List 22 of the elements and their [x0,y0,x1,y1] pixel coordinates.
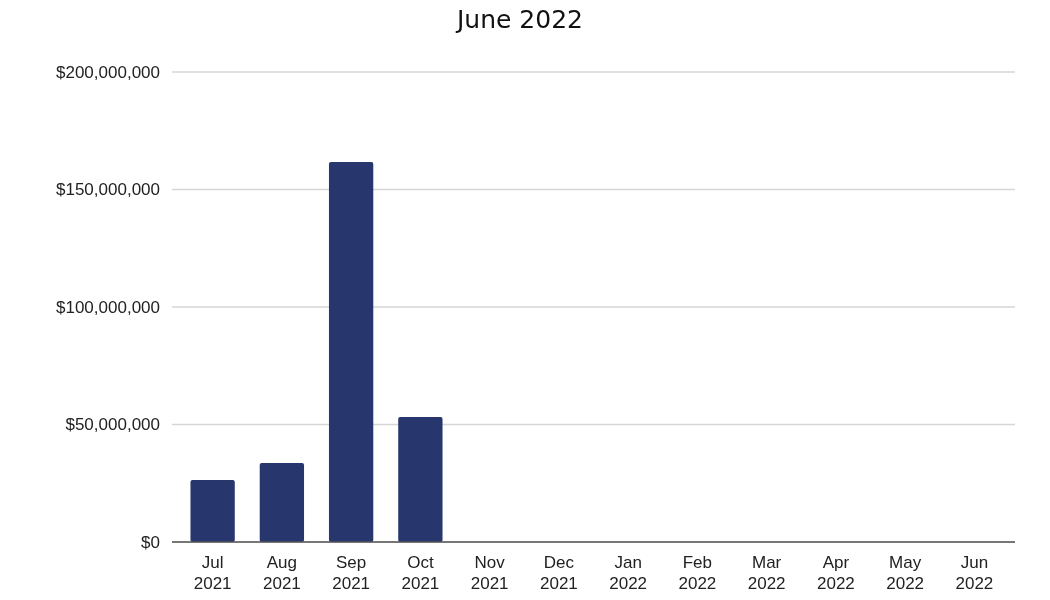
x-tick-label: Apr 2022 [816,553,855,594]
y-tick-label: $100,000,000 [56,297,160,317]
x-tick-label: Oct 2021 [401,553,440,594]
bar [190,479,235,542]
y-tick-label: $150,000,000 [56,180,160,200]
x-tick-label: Dec 2021 [539,553,578,594]
y-tick-label: $200,000,000 [56,62,160,82]
y-tick-label: $0 [141,532,160,552]
x-tick-label: May 2022 [886,553,925,594]
x-tick-label: Mar 2022 [747,553,786,594]
bar [398,416,443,542]
x-tick-label: Aug 2021 [262,553,301,594]
x-tick-label: Sep 2021 [332,553,371,594]
x-tick-label: Jul 2021 [193,553,232,594]
x-tick-label: Jun 2022 [955,553,994,594]
x-tick-label: Feb 2022 [678,553,717,594]
chart-title: June 2022 [454,5,584,34]
x-tick-label: Jan 2022 [609,553,648,594]
bar [259,463,305,542]
y-tick-label: $50,000,000 [65,415,160,435]
x-tick-label: Nov 2021 [470,553,509,594]
bar [328,162,374,542]
